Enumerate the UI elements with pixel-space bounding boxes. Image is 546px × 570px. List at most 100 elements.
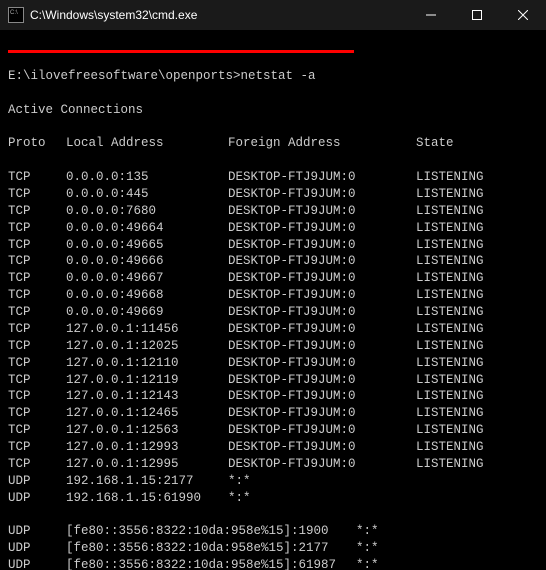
cell-proto: TCP <box>8 405 66 422</box>
cell-local: [fe80::3556:8322:10da:958e%15]:1900 <box>66 523 356 540</box>
cell-state: LISTENING <box>416 253 538 270</box>
cell-local: 0.0.0.0:445 <box>66 186 228 203</box>
cell-local: 0.0.0.0:49665 <box>66 237 228 254</box>
command-text: netstat -a <box>241 69 316 83</box>
terminal-output[interactable]: E:\ilovefreesoftware\openports>netstat -… <box>0 30 546 570</box>
maximize-button[interactable] <box>454 0 500 30</box>
titlebar[interactable]: C:\Windows\system32\cmd.exe <box>0 0 546 30</box>
cell-local: 127.0.0.1:12110 <box>66 355 228 372</box>
table-row: TCP0.0.0.0:7680DESKTOP-FTJ9JUM:0LISTENIN… <box>8 203 538 220</box>
cell-foreign: DESKTOP-FTJ9JUM:0 <box>228 186 416 203</box>
col-local: Local Address <box>66 135 228 152</box>
cell-foreign: *:* <box>228 490 416 507</box>
cell-foreign: DESKTOP-FTJ9JUM:0 <box>228 304 416 321</box>
table-row: TCP0.0.0.0:49666DESKTOP-FTJ9JUM:0LISTENI… <box>8 253 538 270</box>
table-row: TCP0.0.0.0:49667DESKTOP-FTJ9JUM:0LISTENI… <box>8 270 538 287</box>
cell-proto: TCP <box>8 169 66 186</box>
cell-proto: UDP <box>8 490 66 507</box>
cell-proto: UDP <box>8 557 66 570</box>
cell-proto: TCP <box>8 287 66 304</box>
window-controls <box>408 0 546 30</box>
cell-proto: TCP <box>8 439 66 456</box>
col-state: State <box>416 135 538 152</box>
cell-state: LISTENING <box>416 422 538 439</box>
table-row: TCP127.0.0.1:12025DESKTOP-FTJ9JUM:0LISTE… <box>8 338 538 355</box>
cell-local: 127.0.0.1:12563 <box>66 422 228 439</box>
cell-local: 127.0.0.1:12143 <box>66 388 228 405</box>
cell-proto: TCP <box>8 372 66 389</box>
table-row: TCP127.0.0.1:12563DESKTOP-FTJ9JUM:0LISTE… <box>8 422 538 439</box>
cell-proto: TCP <box>8 338 66 355</box>
cell-foreign: DESKTOP-FTJ9JUM:0 <box>228 253 416 270</box>
table-row: TCP127.0.0.1:11456DESKTOP-FTJ9JUM:0LISTE… <box>8 321 538 338</box>
cell-proto: TCP <box>8 237 66 254</box>
cell-state: LISTENING <box>416 169 538 186</box>
cell-proto: TCP <box>8 456 66 473</box>
cell-local: 0.0.0.0:49666 <box>66 253 228 270</box>
cell-state: LISTENING <box>416 439 538 456</box>
table-row: UDP[fe80::3556:8322:10da:958e%15]:2177*:… <box>8 540 538 557</box>
cell-proto: TCP <box>8 304 66 321</box>
cell-foreign: DESKTOP-FTJ9JUM:0 <box>228 439 416 456</box>
cell-state <box>416 490 538 507</box>
cell-local: 192.168.1.15:61990 <box>66 490 228 507</box>
cell-foreign: *:* <box>356 523 416 540</box>
cell-foreign: *:* <box>356 557 416 570</box>
table-row: TCP0.0.0.0:49665DESKTOP-FTJ9JUM:0LISTENI… <box>8 237 538 254</box>
cell-state: LISTENING <box>416 237 538 254</box>
table-row: TCP127.0.0.1:12119DESKTOP-FTJ9JUM:0LISTE… <box>8 372 538 389</box>
cell-state: LISTENING <box>416 355 538 372</box>
close-button[interactable] <box>500 0 546 30</box>
cell-local: 127.0.0.1:12993 <box>66 439 228 456</box>
cell-state: LISTENING <box>416 405 538 422</box>
cell-local: [fe80::3556:8322:10da:958e%15]:2177 <box>66 540 356 557</box>
cell-local: 0.0.0.0:49664 <box>66 220 228 237</box>
cell-foreign: DESKTOP-FTJ9JUM:0 <box>228 220 416 237</box>
cell-local: 127.0.0.1:12119 <box>66 372 228 389</box>
cell-foreign: DESKTOP-FTJ9JUM:0 <box>228 388 416 405</box>
cell-proto: TCP <box>8 321 66 338</box>
cell-proto: UDP <box>8 473 66 490</box>
table-row: TCP127.0.0.1:12993DESKTOP-FTJ9JUM:0LISTE… <box>8 439 538 456</box>
cell-local: 0.0.0.0:7680 <box>66 203 228 220</box>
red-underline-annotation <box>8 50 354 53</box>
cell-proto: TCP <box>8 253 66 270</box>
cell-proto: UDP <box>8 523 66 540</box>
cell-state: LISTENING <box>416 287 538 304</box>
cell-local: 0.0.0.0:49669 <box>66 304 228 321</box>
cell-state <box>416 473 538 490</box>
cell-foreign: DESKTOP-FTJ9JUM:0 <box>228 422 416 439</box>
cell-foreign: DESKTOP-FTJ9JUM:0 <box>228 338 416 355</box>
cell-foreign: DESKTOP-FTJ9JUM:0 <box>228 372 416 389</box>
cell-foreign: *:* <box>228 473 416 490</box>
cell-state: LISTENING <box>416 186 538 203</box>
window-title: C:\Windows\system32\cmd.exe <box>30 8 408 22</box>
cell-local: 127.0.0.1:12995 <box>66 456 228 473</box>
cell-proto: UDP <box>8 540 66 557</box>
table-row: TCP127.0.0.1:12110DESKTOP-FTJ9JUM:0LISTE… <box>8 355 538 372</box>
cell-foreign: DESKTOP-FTJ9JUM:0 <box>228 287 416 304</box>
table-row: TCP0.0.0.0:49668DESKTOP-FTJ9JUM:0LISTENI… <box>8 287 538 304</box>
cell-foreign: DESKTOP-FTJ9JUM:0 <box>228 355 416 372</box>
table-row: TCP127.0.0.1:12465DESKTOP-FTJ9JUM:0LISTE… <box>8 405 538 422</box>
cell-proto: TCP <box>8 355 66 372</box>
cell-state: LISTENING <box>416 270 538 287</box>
cell-state: LISTENING <box>416 321 538 338</box>
cell-state: LISTENING <box>416 388 538 405</box>
column-header-row: ProtoLocal AddressForeign AddressState <box>8 135 538 152</box>
cell-local: 127.0.0.1:11456 <box>66 321 228 338</box>
cell-foreign: DESKTOP-FTJ9JUM:0 <box>228 321 416 338</box>
table-row: UDP[fe80::3556:8322:10da:958e%15]:1900*:… <box>8 523 538 540</box>
minimize-button[interactable] <box>408 0 454 30</box>
heading-text: Active Connections <box>8 103 143 117</box>
cell-local: 0.0.0.0:135 <box>66 169 228 186</box>
cell-local: 192.168.1.15:2177 <box>66 473 228 490</box>
cell-local: 0.0.0.0:49667 <box>66 270 228 287</box>
cell-foreign: DESKTOP-FTJ9JUM:0 <box>228 169 416 186</box>
cell-foreign: DESKTOP-FTJ9JUM:0 <box>228 405 416 422</box>
cell-foreign: DESKTOP-FTJ9JUM:0 <box>228 237 416 254</box>
cell-proto: TCP <box>8 270 66 287</box>
table-row: UDP[fe80::3556:8322:10da:958e%15]:61987*… <box>8 557 538 570</box>
cmd-icon <box>8 7 24 23</box>
table-row: TCP0.0.0.0:49664DESKTOP-FTJ9JUM:0LISTENI… <box>8 220 538 237</box>
